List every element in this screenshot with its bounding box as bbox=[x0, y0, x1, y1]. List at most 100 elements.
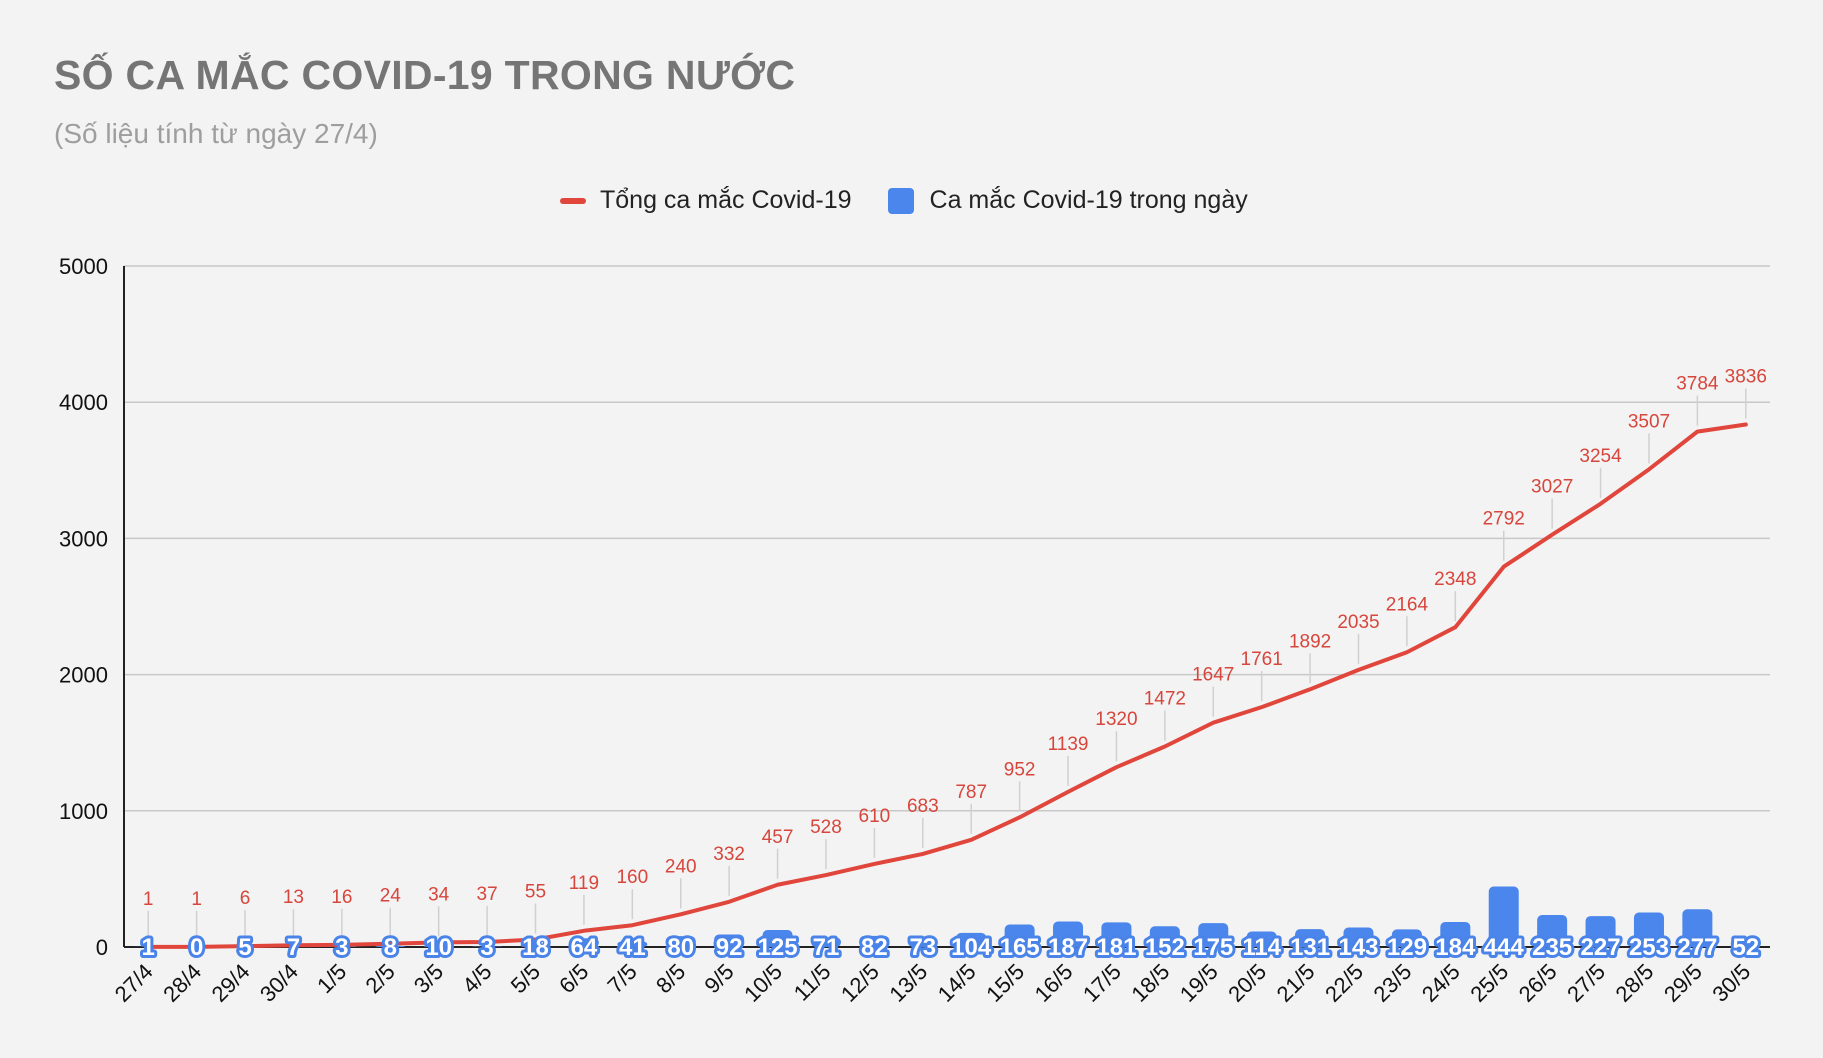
data-label-total: 1 bbox=[191, 889, 202, 910]
x-tick-label: 23/5 bbox=[1368, 959, 1416, 1007]
bar-daily bbox=[617, 941, 648, 947]
line-total bbox=[146, 422, 1748, 949]
legend-item-daily: Ca mắc Covid-19 trong ngày bbox=[887, 186, 1248, 215]
data-label-total: 952 bbox=[1004, 759, 1036, 780]
data-label-total: 13 bbox=[283, 887, 304, 908]
data-label-daily: 114 bbox=[1242, 934, 1281, 961]
data-label-daily: 73 bbox=[909, 934, 936, 961]
x-tick-label: 15/5 bbox=[981, 959, 1029, 1007]
bar-daily bbox=[423, 945, 454, 947]
bar-daily bbox=[1198, 923, 1229, 947]
x-tick-label: 28/4 bbox=[158, 959, 206, 1007]
y-tick-label: 5000 bbox=[59, 254, 108, 279]
data-label-daily: 1 bbox=[142, 934, 155, 961]
bar-daily bbox=[1246, 931, 1277, 947]
data-label-daily: 253 bbox=[1629, 934, 1669, 961]
x-tick-label: 18/5 bbox=[1126, 959, 1174, 1007]
data-label-daily: 444 bbox=[1484, 934, 1525, 961]
data-label-daily: 187 bbox=[1048, 934, 1088, 961]
bar-daily bbox=[520, 944, 551, 947]
data-label-daily: 181 bbox=[1096, 934, 1136, 961]
data-label-total: 1 bbox=[143, 889, 154, 910]
x-tick-label: 10/5 bbox=[739, 959, 787, 1007]
bar-daily bbox=[1488, 886, 1519, 947]
data-label-daily: 104 bbox=[951, 934, 992, 961]
data-label-total: 3836 bbox=[1725, 367, 1767, 388]
x-tick-label: 16/5 bbox=[1030, 959, 1078, 1007]
y-tick-label: 2000 bbox=[59, 663, 108, 688]
x-tick-label: 4/5 bbox=[457, 959, 496, 998]
data-label-daily: 3 bbox=[335, 934, 348, 961]
x-tick-label: 13/5 bbox=[884, 959, 932, 1007]
bar-daily bbox=[1440, 921, 1471, 947]
data-label-daily: 41 bbox=[619, 934, 646, 961]
chart-subtitle: (Số liệu tính từ ngày 27/4) bbox=[54, 118, 378, 149]
x-tick-label: 30/5 bbox=[1707, 959, 1755, 1007]
bar-daily bbox=[1730, 939, 1761, 947]
x-tick-label: 3/5 bbox=[409, 959, 448, 998]
bar-daily bbox=[714, 934, 745, 947]
bar-daily bbox=[907, 937, 938, 947]
data-label-total: 240 bbox=[665, 856, 697, 877]
x-tick-label: 1/5 bbox=[312, 959, 351, 998]
data-label-daily: 18 bbox=[522, 934, 549, 961]
data-label-total: 3027 bbox=[1531, 477, 1573, 498]
bar-daily bbox=[665, 936, 696, 947]
data-label-total: 16 bbox=[331, 887, 352, 908]
bar-daily bbox=[859, 935, 890, 947]
data-label-daily: 277 bbox=[1677, 934, 1717, 961]
x-tick-label: 19/5 bbox=[1175, 959, 1223, 1007]
data-label-daily: 131 bbox=[1290, 934, 1330, 961]
bar-daily bbox=[1053, 921, 1084, 947]
bar-daily bbox=[1682, 909, 1713, 947]
data-label-daily: 64 bbox=[571, 934, 598, 961]
data-label-daily: 165 bbox=[1000, 934, 1040, 961]
data-label-total: 1320 bbox=[1095, 709, 1137, 730]
data-label-total: 1892 bbox=[1289, 631, 1331, 652]
bar-daily bbox=[1633, 912, 1664, 947]
legend-item-total: Tổng ca mắc Covid-19 bbox=[560, 186, 852, 215]
y-tick-label: 3000 bbox=[59, 526, 108, 551]
x-tick-label: 29/5 bbox=[1659, 959, 1707, 1007]
data-label-daily: 92 bbox=[716, 934, 743, 961]
data-label-daily: 0 bbox=[190, 934, 203, 961]
bar-daily bbox=[1585, 916, 1616, 947]
bar-daily bbox=[1537, 914, 1568, 947]
y-tick-label: 4000 bbox=[59, 390, 108, 415]
data-label-daily: 184 bbox=[1435, 934, 1476, 961]
x-tick-label: 29/4 bbox=[207, 959, 255, 1007]
data-label-total: 1761 bbox=[1241, 649, 1283, 670]
x-tick-label: 11/5 bbox=[789, 959, 836, 1006]
data-label-total: 2035 bbox=[1337, 612, 1379, 633]
legend-label-total: Tổng ca mắc Covid-19 bbox=[600, 186, 852, 214]
x-tick-label: 7/5 bbox=[603, 959, 642, 998]
data-label-total: 160 bbox=[616, 867, 648, 888]
bar-daily bbox=[810, 937, 841, 947]
data-label-total: 610 bbox=[859, 806, 891, 827]
x-tick-label: 25/5 bbox=[1465, 959, 1513, 1007]
x-tick-label: 21/5 bbox=[1272, 959, 1320, 1007]
x-tick-label: 27/4 bbox=[110, 959, 158, 1007]
data-label-total: 37 bbox=[477, 884, 498, 905]
data-label-daily: 129 bbox=[1387, 934, 1427, 961]
data-label-total: 457 bbox=[762, 827, 794, 848]
x-tick-label: 26/5 bbox=[1514, 959, 1562, 1007]
data-label-total: 3784 bbox=[1676, 374, 1719, 395]
x-tick-label: 27/5 bbox=[1562, 959, 1610, 1007]
data-label-daily: 71 bbox=[813, 934, 840, 961]
data-label-total: 119 bbox=[569, 873, 599, 894]
bar-daily bbox=[1391, 929, 1422, 947]
legend-swatch-total bbox=[560, 197, 586, 204]
data-label-total: 1472 bbox=[1144, 689, 1186, 710]
x-tick-label: 30/4 bbox=[255, 959, 303, 1007]
data-label-total: 2164 bbox=[1386, 594, 1429, 615]
y-tick-label: 0 bbox=[96, 935, 108, 960]
data-label-daily: 8 bbox=[384, 934, 397, 961]
x-tick-label: 17/5 bbox=[1078, 959, 1126, 1007]
bar-daily bbox=[762, 929, 793, 947]
bar-daily bbox=[375, 945, 406, 947]
data-label-daily: 227 bbox=[1581, 934, 1621, 961]
x-tick-label: 22/5 bbox=[1320, 959, 1368, 1007]
data-label-daily: 52 bbox=[1732, 934, 1759, 961]
x-tick-label: 8/5 bbox=[651, 959, 690, 998]
